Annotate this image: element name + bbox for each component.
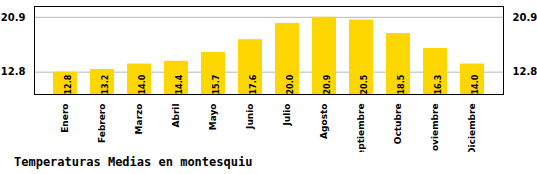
- svg-text:Febrero: Febrero: [97, 104, 107, 144]
- svg-text:Enero: Enero: [60, 104, 70, 133]
- svg-text:Junio: Junio: [245, 104, 255, 130]
- svg-text:Agosto: Agosto: [319, 104, 329, 139]
- svg-text:17.6: 17.6: [249, 74, 258, 94]
- svg-text:20.5: 20.5: [360, 74, 369, 94]
- svg-text:14.4: 14.4: [175, 74, 184, 94]
- svg-text:Octubre: Octubre: [393, 104, 403, 145]
- svg-text:18.5: 18.5: [397, 74, 406, 94]
- svg-text:Julio: Julio: [282, 104, 292, 127]
- svg-text:Diciembre: Diciembre: [467, 104, 477, 153]
- svg-text:Marzo: Marzo: [134, 104, 144, 135]
- svg-text:20.9: 20.9: [513, 12, 537, 23]
- svg-text:20.9: 20.9: [323, 74, 332, 94]
- svg-text:Mayo: Mayo: [208, 104, 218, 131]
- svg-text:14.0: 14.0: [471, 74, 480, 94]
- svg-text:12.8: 12.8: [64, 74, 73, 94]
- html-text:Temperaturas Medias en montesq: Temperaturas Medias en montesquiu: [14, 155, 253, 169]
- svg-text:Abril: Abril: [171, 104, 181, 128]
- svg-text:13.2: 13.2: [101, 75, 110, 95]
- svg-text:20.0: 20.0: [286, 74, 295, 94]
- svg-text:20.9: 20.9: [1, 12, 26, 23]
- svg-text:14.0: 14.0: [138, 74, 147, 94]
- svg-text:16.3: 16.3: [434, 75, 443, 95]
- svg-text:Septiembre: Septiembre: [356, 104, 366, 153]
- svg-text:Noviembre: Noviembre: [430, 104, 440, 153]
- svg-text:15.7: 15.7: [212, 75, 221, 95]
- svg-text:12.8: 12.8: [513, 66, 537, 77]
- svg-text:12.8: 12.8: [1, 66, 26, 77]
